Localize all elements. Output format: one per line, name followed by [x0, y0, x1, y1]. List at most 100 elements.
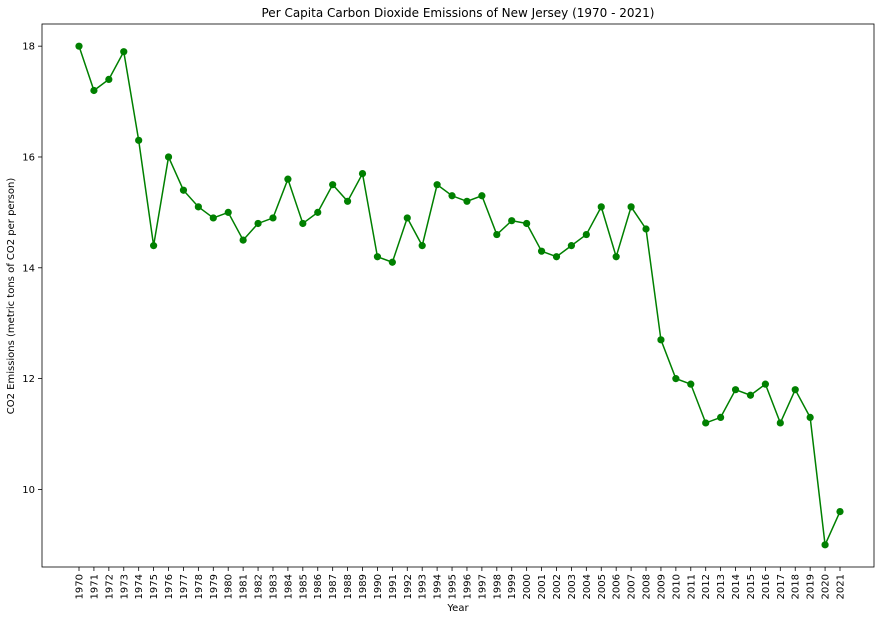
- x-tick-label: 1988: [343, 574, 354, 599]
- data-point: [702, 419, 710, 427]
- x-tick-label: 1985: [298, 574, 309, 599]
- data-point: [269, 214, 277, 222]
- x-tick-label: 2001: [537, 574, 548, 599]
- x-tick-label: 2016: [761, 574, 772, 599]
- data-point: [194, 203, 202, 211]
- data-point: [567, 242, 576, 250]
- data-point: [343, 197, 352, 205]
- x-tick-label: 1991: [388, 574, 399, 599]
- x-tick-label: 1992: [403, 574, 414, 599]
- data-point: [821, 541, 829, 549]
- data-point: [791, 386, 799, 394]
- x-tick-label: 2003: [567, 574, 578, 599]
- x-tick-label: 1999: [507, 574, 518, 599]
- data-point: [657, 336, 665, 344]
- data-point: [836, 507, 844, 516]
- x-tick-label: 1977: [179, 574, 190, 599]
- data-point: [314, 208, 322, 216]
- y-tick-label: 12: [22, 374, 35, 385]
- data-point: [90, 86, 98, 95]
- data-point: [179, 186, 188, 194]
- data-point: [552, 253, 561, 261]
- x-tick-label: 1973: [119, 574, 130, 599]
- series-markers: [75, 42, 844, 549]
- series-line: [78, 45, 841, 548]
- data-point: [627, 203, 635, 211]
- data-point: [448, 192, 456, 200]
- data-point: [463, 197, 471, 205]
- data-point: [105, 75, 113, 84]
- data-point: [612, 253, 620, 261]
- data-point: [642, 225, 650, 233]
- x-tick-label: 1974: [134, 574, 145, 599]
- x-tick-label: 1987: [328, 574, 339, 599]
- x-tick-label: 2002: [552, 574, 563, 599]
- x-tick-label: 1996: [462, 574, 473, 599]
- data-point: [209, 214, 217, 222]
- x-tick-label: 2015: [746, 574, 757, 599]
- data-point: [164, 153, 173, 161]
- x-tick-label: 2014: [731, 574, 742, 599]
- data-point: [731, 386, 740, 394]
- x-tick-label: 2018: [791, 574, 802, 599]
- x-tick-label: 1986: [313, 574, 324, 599]
- y-tick-label: 18: [22, 42, 35, 53]
- data-point: [717, 413, 725, 421]
- data-point: [776, 419, 784, 427]
- data-point: [537, 247, 546, 255]
- x-tick-label: 2006: [612, 574, 623, 599]
- data-point: [388, 258, 396, 266]
- data-point: [120, 48, 128, 56]
- x-tick-label: 1981: [239, 574, 250, 599]
- data-point: [523, 219, 531, 228]
- data-point: [493, 230, 501, 239]
- x-tick-label: 1995: [448, 574, 459, 599]
- data-point: [478, 192, 486, 200]
- plot-area-frame: [41, 23, 875, 568]
- data-point: [418, 242, 426, 250]
- data-point: [582, 230, 590, 239]
- x-tick-label: 1983: [268, 574, 279, 599]
- data-point: [761, 380, 769, 388]
- data-point: [135, 136, 143, 144]
- x-tick-label: 1998: [492, 574, 503, 599]
- x-tick-label: 2005: [597, 574, 608, 599]
- data-point: [672, 375, 680, 383]
- y-tick-label: 10: [22, 485, 35, 496]
- data-point: [358, 170, 367, 178]
- x-tick-label: 1970: [75, 574, 86, 599]
- data-point: [433, 181, 441, 189]
- x-tick-label: 1989: [358, 574, 369, 599]
- chart-title: Per Capita Carbon Dioxide Emissions of N…: [262, 6, 655, 20]
- x-tick-label: 2012: [701, 574, 712, 599]
- x-tick-label: 2007: [627, 574, 638, 599]
- data-point: [597, 203, 605, 211]
- data-point: [373, 253, 382, 261]
- x-tick-label: 2010: [671, 574, 682, 599]
- x-tick-label: 2017: [776, 574, 787, 599]
- y-axis: 10 12 14 16 18: [22, 42, 42, 496]
- x-tick-label: 1975: [149, 574, 160, 599]
- y-tick-label: 14: [22, 263, 35, 274]
- x-tick-label: 1980: [224, 574, 235, 599]
- x-tick-label: 1972: [104, 574, 115, 599]
- x-axis-title: Year: [446, 603, 469, 614]
- x-tick-label: 2013: [716, 574, 727, 599]
- data-point: [75, 42, 83, 50]
- x-tick-label: 1990: [373, 574, 384, 599]
- x-tick-label: 2019: [806, 574, 817, 599]
- x-tick-label: 2020: [821, 574, 832, 599]
- x-tick-label: 1978: [194, 574, 205, 599]
- data-point: [806, 413, 814, 421]
- data-point: [284, 175, 292, 183]
- y-axis-title: CO2 Emissions (metric tons of CO2 per pe…: [6, 178, 17, 415]
- x-tick-label: 1971: [89, 574, 100, 599]
- data-point: [224, 208, 232, 216]
- x-tick-label: 1979: [209, 574, 220, 599]
- data-point: [239, 236, 247, 244]
- data-point: [403, 214, 411, 222]
- x-tick-label: 2009: [656, 574, 667, 599]
- x-tick-label: 2000: [522, 574, 533, 599]
